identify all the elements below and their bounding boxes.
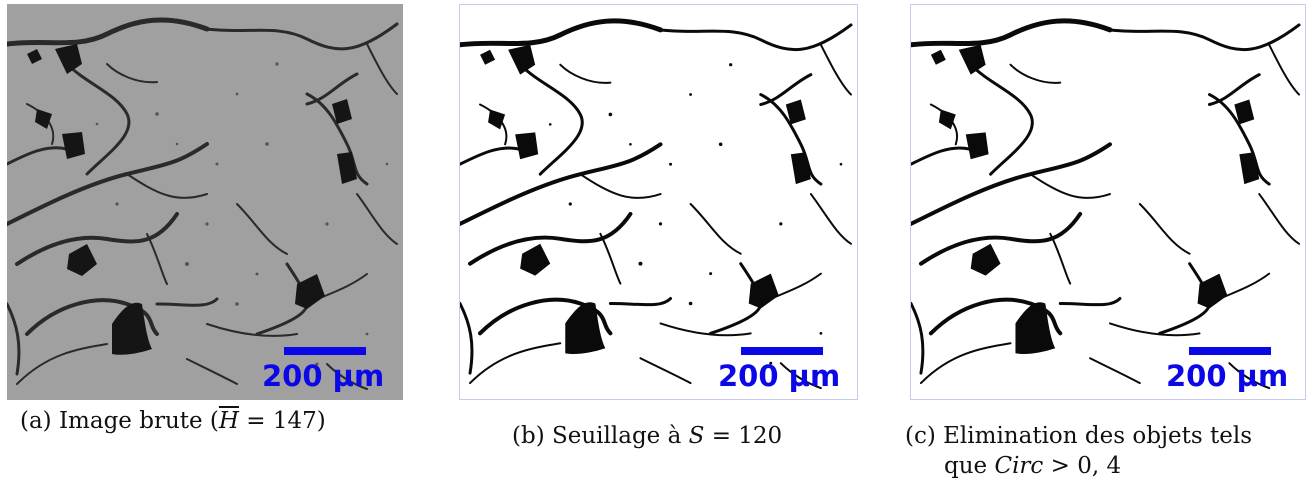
- filtered-binary-image: [910, 4, 1306, 400]
- caption-b-prefix: (b) Seuillage à: [512, 423, 689, 449]
- caption-a-var: H: [218, 408, 239, 434]
- caption-b-rel: = 120: [704, 423, 783, 449]
- scale-bar-label: 200 µm: [262, 359, 385, 393]
- scale-bar-label: 200 µm: [1166, 359, 1289, 393]
- caption-c-line2: que Circ > 0, 4: [944, 450, 1121, 482]
- threshold-binary-image: [459, 4, 858, 400]
- caption-b: (b) Seuillage à S = 120: [512, 420, 782, 452]
- caption-a-rel: = 147): [238, 408, 326, 434]
- caption-c-rel: > 0, 4: [1043, 453, 1122, 479]
- caption-b-var: S: [688, 423, 705, 449]
- raw-micrograph-image: [7, 4, 403, 400]
- scale-bar: [284, 347, 366, 355]
- caption-c-line1: (c) Elimination des objets tels: [905, 423, 1253, 449]
- scale-bar: [741, 347, 823, 355]
- caption-c-prefix: que: [944, 453, 995, 479]
- caption-c-var: Circ: [994, 453, 1044, 479]
- caption-a: (a) Image brute (H = 147): [20, 405, 326, 437]
- caption-a-prefix: (a) Image brute (: [20, 408, 219, 434]
- scale-bar-label: 200 µm: [718, 359, 841, 393]
- scale-bar: [1189, 347, 1271, 355]
